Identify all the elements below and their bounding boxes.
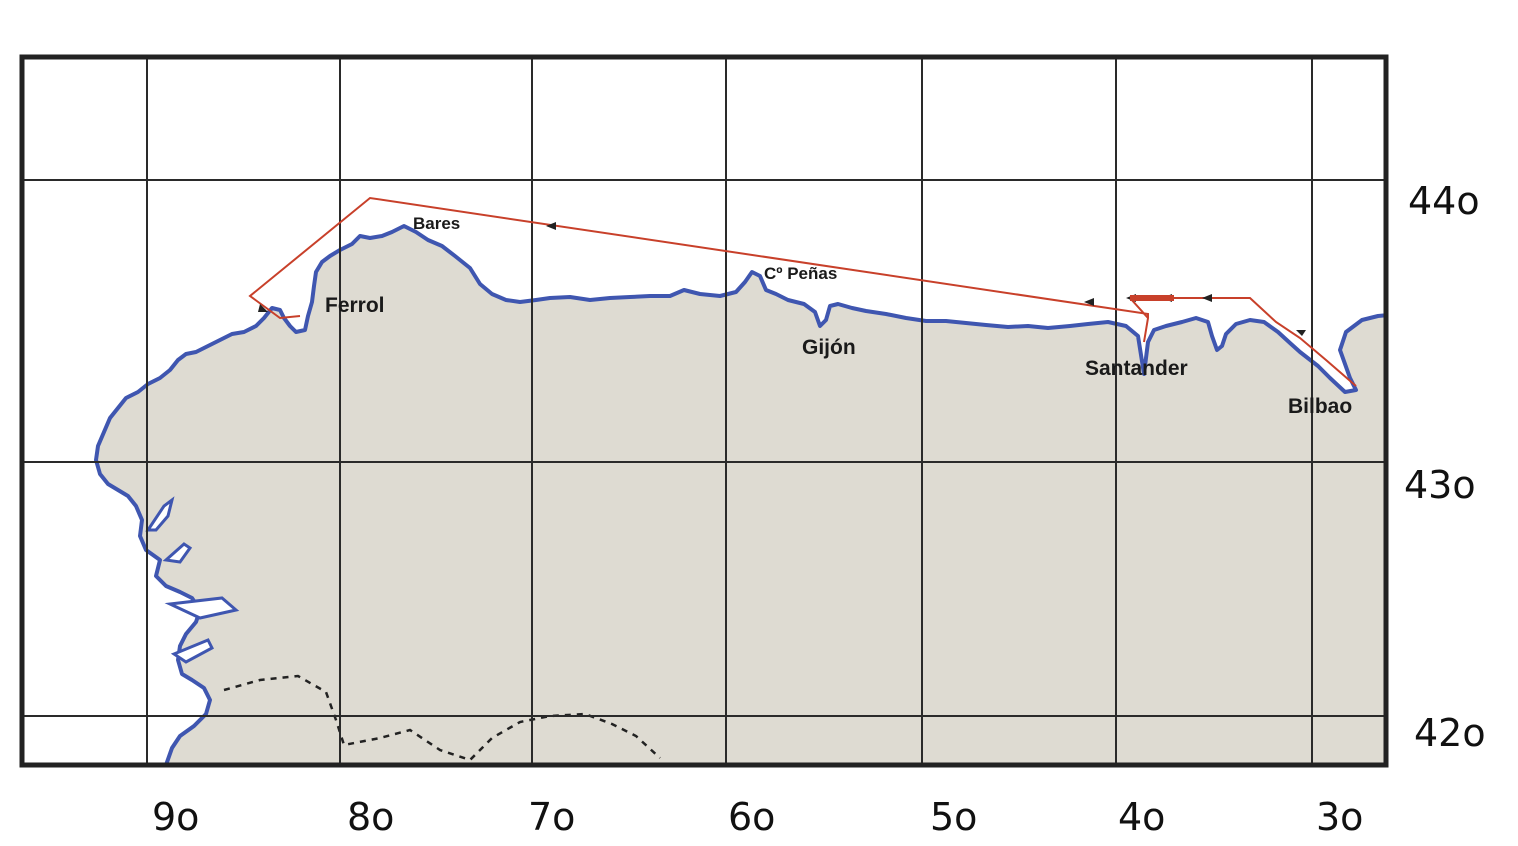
label-bilbao: Bilbao <box>1288 395 1352 418</box>
ria-inlet-3 <box>164 596 240 620</box>
lat-label-42: 42o <box>1414 711 1486 755</box>
lat-label-44: 44o <box>1408 179 1480 223</box>
route-arrow-7 <box>258 304 268 312</box>
label-ferrol: Ferrol <box>325 294 385 317</box>
route-arrow-6 <box>1296 330 1306 336</box>
label-santander: Santander <box>1085 357 1188 380</box>
route-line-west <box>248 196 1149 320</box>
route-arrow-2 <box>1084 298 1094 306</box>
lon-label-5: 5o <box>930 795 977 839</box>
ria-inlet-2 <box>162 542 193 564</box>
land-mass <box>94 224 1386 765</box>
route <box>248 196 1357 387</box>
route-line <box>1127 297 1357 387</box>
graticule <box>22 57 1386 765</box>
label-cabo-penas: Cº Peñas <box>764 264 837 283</box>
lat-label-43: 43o <box>1404 463 1476 507</box>
map-frame <box>19 54 1389 768</box>
lon-label-6: 6o <box>728 795 775 839</box>
route-arrow-5 <box>1202 294 1212 302</box>
lon-label-9: 9o <box>152 795 199 839</box>
lon-label-4: 4o <box>1118 795 1165 839</box>
ria-inlet-1 <box>145 496 175 532</box>
lon-label-8: 8o <box>347 795 394 839</box>
ria-inlet-4 <box>170 638 214 664</box>
route-arrow-1 <box>546 222 556 230</box>
border-line <box>223 674 661 762</box>
label-bares: Bares <box>413 214 460 233</box>
route-highlight <box>1130 295 1174 301</box>
label-gijon: Gijón <box>802 336 856 359</box>
latitude-axis: 44o 43o 42o <box>1404 179 1486 755</box>
lon-label-3: 3o <box>1316 795 1363 839</box>
lon-label-7: 7o <box>528 795 575 839</box>
longitude-axis: 9o 8o 7o 6o 5o 4o 3o <box>152 795 1363 839</box>
